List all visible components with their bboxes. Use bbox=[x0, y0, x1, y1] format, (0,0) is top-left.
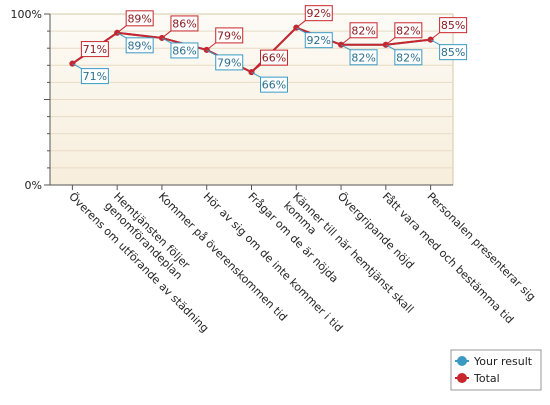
data-label-box bbox=[80, 68, 109, 85]
data-label: 89% bbox=[116, 10, 154, 34]
data-label-box bbox=[349, 49, 378, 66]
data-label: 89% bbox=[116, 32, 154, 54]
data-label-box bbox=[170, 15, 199, 32]
data-label-leader bbox=[251, 64, 261, 73]
data-label: 85% bbox=[430, 39, 468, 61]
data-label-box bbox=[125, 37, 154, 54]
legend-box bbox=[450, 349, 542, 391]
axes: 0% 100% bbox=[11, 8, 453, 192]
data-label-leader bbox=[251, 71, 261, 78]
data-label-box bbox=[349, 22, 378, 39]
y-tick-label: 0% bbox=[25, 179, 42, 192]
data-label-leader bbox=[385, 37, 396, 46]
data-label-leader bbox=[385, 44, 396, 51]
data-label-leader bbox=[206, 49, 216, 56]
data-labels: 71% 89% 86% 79% 66% 92% 82% 82% 85% 71% 89% 86% 79% 6… bbox=[72, 5, 468, 93]
data-label-text: 71% bbox=[83, 43, 107, 56]
data-label: 92% bbox=[295, 5, 333, 29]
data-label-text: 82% bbox=[396, 24, 420, 37]
data-label-box bbox=[125, 10, 154, 27]
data-label-text: 82% bbox=[396, 51, 420, 64]
data-label-leader bbox=[72, 56, 82, 64]
data-label: 66% bbox=[251, 49, 288, 73]
data-label-box bbox=[260, 49, 288, 66]
data-label-text: 85% bbox=[441, 46, 465, 59]
data-label-leader bbox=[72, 63, 82, 70]
data-label-leader bbox=[430, 32, 440, 41]
data-label-text: 89% bbox=[127, 39, 151, 52]
data-label-text: 82% bbox=[351, 24, 375, 37]
data-label-box bbox=[439, 44, 468, 61]
data-label-box bbox=[80, 41, 109, 58]
data-label-box bbox=[170, 42, 199, 59]
data-label: 82% bbox=[340, 22, 378, 46]
data-label-box bbox=[304, 32, 333, 49]
data-label-box bbox=[394, 22, 423, 39]
y-tick-label: 100% bbox=[11, 8, 42, 21]
legend-swatch-marker bbox=[457, 356, 467, 366]
data-label-box bbox=[260, 76, 288, 93]
data-label-text: 79% bbox=[217, 56, 241, 69]
data-label-text: 66% bbox=[262, 79, 286, 92]
data-label-box bbox=[304, 5, 333, 22]
data-label-leader bbox=[116, 25, 127, 34]
data-label-leader bbox=[340, 44, 351, 51]
legend-item: Your result bbox=[455, 355, 533, 368]
data-label: 79% bbox=[206, 27, 244, 51]
data-label-box bbox=[439, 17, 468, 34]
data-label-text: 86% bbox=[172, 44, 196, 57]
data-label-box bbox=[215, 27, 244, 44]
data-label: 82% bbox=[385, 44, 423, 66]
x-axis-category-labels: Överens om utförande av städningHemtjäns… bbox=[66, 190, 538, 335]
legend: Your result Total bbox=[450, 349, 542, 391]
data-label-leader bbox=[116, 32, 127, 39]
data-label-text: 92% bbox=[307, 7, 331, 20]
data-label-leader bbox=[161, 37, 172, 44]
data-label-text: 92% bbox=[307, 34, 331, 47]
data-label-leader bbox=[340, 37, 351, 46]
legend-item: Total bbox=[455, 372, 500, 385]
data-label: 66% bbox=[251, 71, 288, 93]
data-label: 86% bbox=[161, 15, 199, 39]
data-label-text: 86% bbox=[172, 17, 196, 30]
data-label: 86% bbox=[161, 37, 199, 59]
data-label-text: 89% bbox=[127, 12, 151, 25]
data-label-text: 71% bbox=[83, 70, 107, 83]
data-label-text: 79% bbox=[217, 29, 241, 42]
data-label-leader bbox=[161, 30, 172, 39]
data-label: 82% bbox=[385, 22, 423, 46]
data-label-box bbox=[394, 49, 423, 66]
data-label-box bbox=[215, 54, 244, 71]
data-label-text: 85% bbox=[441, 19, 465, 32]
data-label-leader bbox=[295, 20, 306, 29]
data-label: 85% bbox=[430, 17, 468, 41]
data-label: 71% bbox=[72, 41, 109, 64]
legend-label: Total bbox=[473, 372, 500, 385]
data-label: 71% bbox=[72, 63, 109, 85]
data-label: 79% bbox=[206, 49, 244, 71]
legend-label: Your result bbox=[473, 355, 533, 368]
data-label-leader bbox=[296, 27, 306, 34]
data-label-text: 82% bbox=[351, 51, 375, 64]
x-category-label: Övergripande nöjd bbox=[335, 190, 417, 272]
data-label: 82% bbox=[340, 44, 378, 66]
data-label-leader bbox=[206, 42, 217, 51]
data-label-text: 66% bbox=[262, 52, 286, 65]
legend-swatch-marker bbox=[457, 373, 467, 383]
data-label-leader bbox=[430, 39, 440, 46]
data-label: 92% bbox=[296, 27, 333, 49]
